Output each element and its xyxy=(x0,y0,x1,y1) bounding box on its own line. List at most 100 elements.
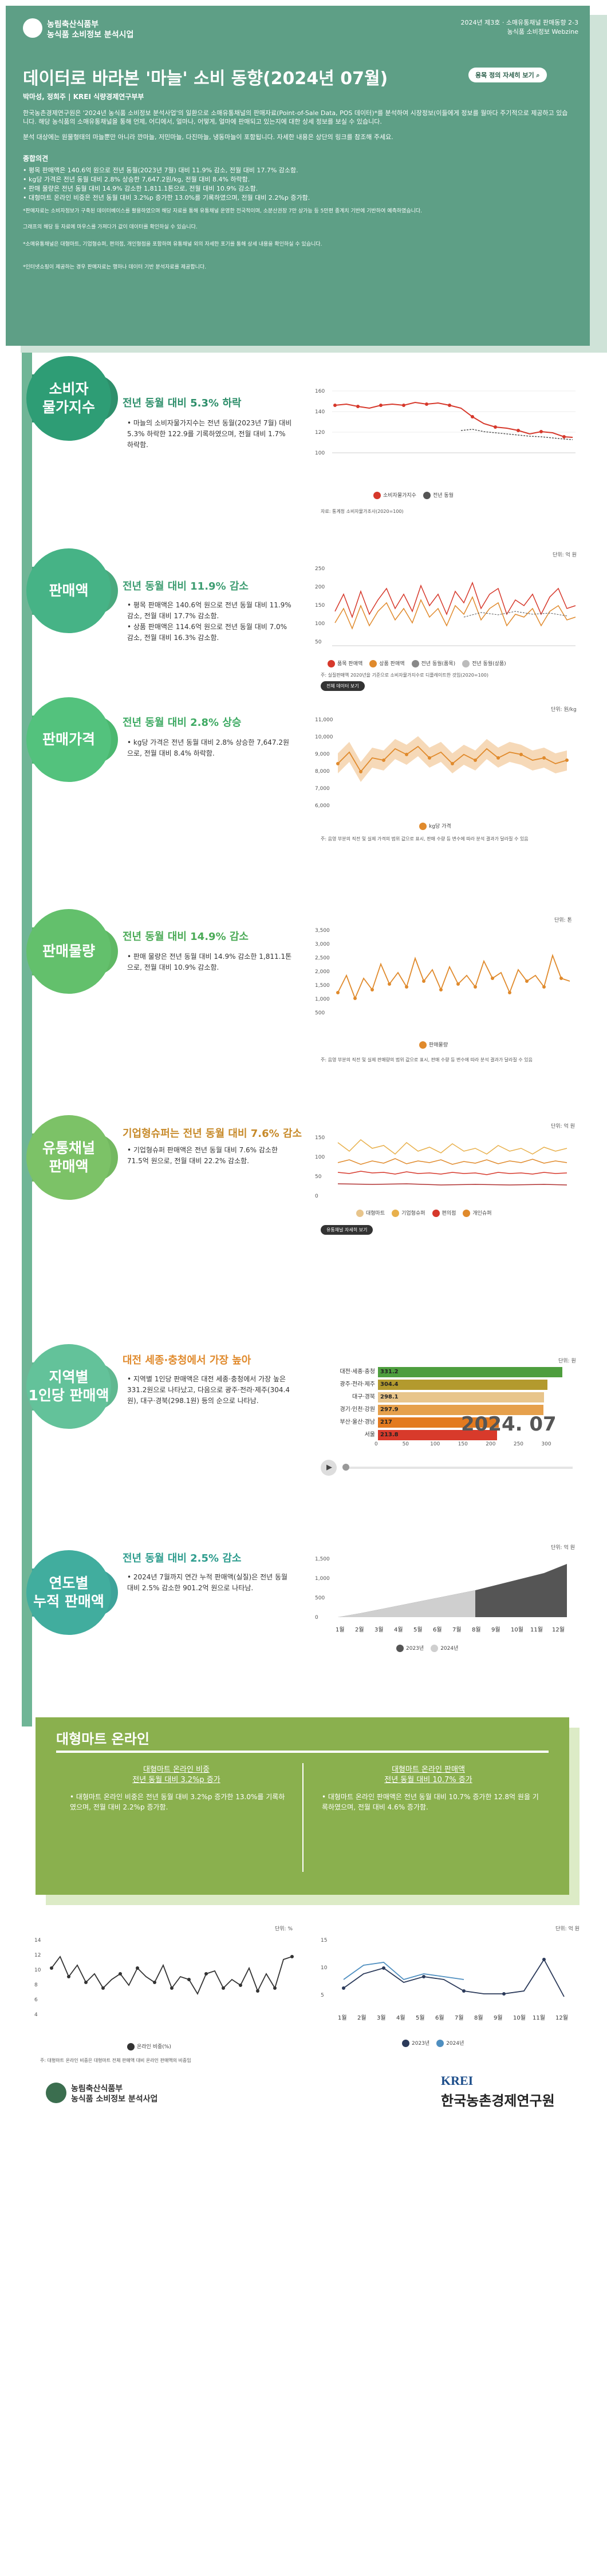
section-body: • 판매 물량은 전년 동월 대비 14.9% 감소한 1,811.1톤으로, … xyxy=(127,953,292,971)
x-tick-label: 10월 xyxy=(513,2014,526,2021)
y-tick-label: 3,000 xyxy=(315,942,330,947)
chart-unit: 단위: % xyxy=(275,1926,293,1932)
online-left-head: 대형마트 온라인 비중 xyxy=(143,1765,210,1774)
legend-label: 개인슈퍼 xyxy=(472,1211,492,1216)
section-name: 유통채널 xyxy=(42,1140,95,1156)
y-tick-label: 10 xyxy=(34,1967,41,1973)
legend-label: 판매물량 xyxy=(429,1042,448,1048)
x-tick-label: 5월 xyxy=(413,1626,423,1633)
chart-unit: 단위: 억 원 xyxy=(553,552,577,558)
section-badge-cumulative: 연도별 누적 판매액 xyxy=(26,1550,111,1635)
section-body: • kg당 가격은 전년 동월 대비 2.8% 상승한 7,647.2원으로, … xyxy=(127,738,290,757)
legend-swatch xyxy=(463,1210,471,1217)
channel-detail-button[interactable]: 유통채널 자세히 보기 xyxy=(321,1225,373,1235)
x-tick-label: 7월 xyxy=(455,2014,464,2021)
section-headline: 전년 동월 대비 2.8% 상승 xyxy=(123,717,242,729)
legend-label: 전년 동월 xyxy=(432,493,454,499)
region-bar xyxy=(378,1417,499,1428)
legend-swatch xyxy=(356,1210,364,1217)
y-tick-label: 3,500 xyxy=(315,928,330,934)
section-name: 물가지수 xyxy=(42,399,95,416)
online-left-head-2: 전년 동월 대비 3.2%p 증가 xyxy=(132,1776,220,1784)
section-name: 판매액 xyxy=(49,1158,89,1175)
section-body: • 기업형슈퍼 판매액은 전년 동월 대비 7.6% 감소한 71.5억 원으로… xyxy=(127,1146,278,1165)
y-tick-label: 100 xyxy=(315,621,325,627)
page-title: 데이터로 바라본 '마늘' 소비 동향(2024년 07월) xyxy=(23,69,388,89)
y-tick-label: 6,000 xyxy=(315,803,330,809)
region-bar-chart: 대전·세종·충청 331.2 광주·전라·제주 304.4 대구·경북 298.1 경기·인… xyxy=(315,1365,578,1456)
header-note: *판매자료는 소비자정보가 구축된 데이터베이스를 활용하였으며 해당 자료를 … xyxy=(23,208,423,214)
play-icon: ▶ xyxy=(326,1463,332,1472)
summary-item: • kg당 가격은 전년 동월 대비 2.8% 상승한 7,647.2원/kg,… xyxy=(23,176,250,183)
chart-unit: 단위: 억 원 xyxy=(551,1545,575,1551)
x-tick-label: 6월 xyxy=(433,1626,442,1633)
chart-note: 주: 음영 부분의 직전 및 실제 가격의 범위 값으로 표시, 판매 수량 등… xyxy=(321,836,529,841)
chart-unit: 단위: 톤 xyxy=(554,918,572,923)
online-title: 대형마트 온라인 xyxy=(56,1731,149,1747)
summary-item: • 판매 물량은 전년 동월 대비 14.9% 감소한 1,811.1톤으로, … xyxy=(23,185,258,192)
cumulative-chart: 1,500 1,000 500 0 1월 2월 3월 4월 5월 6월 7월 8월 9월 10월 11월 1… xyxy=(315,1556,567,1633)
section-headline: 기업형슈퍼는 전년 동월 대비 7.6% 감소 xyxy=(123,1128,302,1140)
y-tick-label: 10,000 xyxy=(315,734,333,740)
x-tick-label: 50 xyxy=(402,1441,409,1447)
timeline-slider[interactable] xyxy=(344,1467,573,1469)
y-tick-label: 14 xyxy=(34,1938,41,1943)
y-tick-label: 100 xyxy=(315,1155,325,1160)
y-tick-label: 10 xyxy=(321,1965,328,1971)
y-tick-label: 1,000 xyxy=(315,1576,330,1582)
hypermarket-line xyxy=(337,1139,567,1155)
individual-super-line xyxy=(337,1158,567,1165)
legend-swatch xyxy=(411,660,419,667)
y-tick-label: 140 xyxy=(315,409,325,415)
left-rail xyxy=(22,353,32,1726)
section-name: 소비자 xyxy=(49,381,89,397)
chart-note: 주: 대형마트 온라인 비중은 대형마트 전체 판매액 대비 온라인 판매액의 … xyxy=(40,2058,191,2063)
chart-legend: 2023년 2024년 xyxy=(395,2039,464,2047)
legend-label: 편의점 xyxy=(442,1211,456,1216)
online-panel: 대형마트 온라인 대형마트 온라인 비중 전년 동월 대비 3.2%p 증가 •… xyxy=(36,1717,569,1895)
ministry-logo-icon xyxy=(23,18,42,38)
section-body: • 마늘의 소비자물가지수는 전년 동월(2023년 7월) 대비 5.3% 하… xyxy=(127,419,292,449)
x-tick-label: 2월 xyxy=(355,1626,364,1633)
x-tick-label: 0 xyxy=(375,1441,378,1447)
region-value: 217 xyxy=(380,1419,392,1425)
region-label: 대구·경북 xyxy=(352,1394,375,1400)
chart-unit: 단위: 억 원 xyxy=(551,1124,575,1129)
region-bar xyxy=(378,1392,544,1402)
section-name: 1인당 판매액 xyxy=(28,1387,109,1404)
x-tick-label: 9월 xyxy=(494,2014,503,2021)
x-tick-label: 11월 xyxy=(530,1626,543,1633)
online-divider xyxy=(56,1751,549,1753)
online-2023-line xyxy=(343,1958,565,1997)
y-tick-label: 5 xyxy=(321,1993,324,1998)
play-button[interactable]: ▶ xyxy=(321,1460,337,1476)
x-tick-label: 200 xyxy=(486,1441,496,1447)
x-tick-label: 5월 xyxy=(416,2014,425,2021)
timeline-handle[interactable] xyxy=(342,1464,349,1471)
cpi-prev-year-line xyxy=(460,429,573,440)
x-tick-label: 2월 xyxy=(357,2014,366,2021)
legend-swatch xyxy=(432,1210,440,1217)
chart-note: 자료: 통계청 소비자물가조사(2020=100) xyxy=(321,509,404,514)
y-tick-label: 250 xyxy=(315,566,325,572)
item-sales-line xyxy=(334,581,576,619)
volume-chart: 3,500 3,000 2,500 2,000 1,500 1,000 500 xyxy=(315,928,570,1016)
detail-button[interactable]: 용목 정의 자세히 보기 ⌕ xyxy=(468,68,547,82)
legend-label: 기업형슈퍼 xyxy=(401,1211,425,1216)
region-label: 대전·세종·충청 xyxy=(340,1369,375,1375)
legend-swatch xyxy=(419,823,427,830)
online-left-body: • 대형마트 온라인 비중은 전년 동월 대비 3.2%p 증가한 13.0%를… xyxy=(70,1793,285,1811)
section-headline: 전년 동월 대비 2.5% 감소 xyxy=(123,1552,242,1564)
x-tick-label: 7월 xyxy=(452,1626,462,1633)
x-tick-label: 1월 xyxy=(336,1626,345,1633)
legend-swatch xyxy=(369,660,377,667)
org-name: 농림축산식품부 xyxy=(47,20,99,29)
summary-item: • 대형마트 온라인 비중은 전년 동월 대비 3.2%p 증가한 13.0%를… xyxy=(23,194,310,202)
chart-legend: 2023년 2024년 xyxy=(389,1644,458,1652)
channel-chart: 150 100 50 0 xyxy=(315,1135,567,1199)
online-right-head-2: 전년 동월 대비 10.7% 증가 xyxy=(384,1776,472,1784)
x-tick-label: 6월 xyxy=(435,2014,444,2021)
legend-label: 2023년 xyxy=(412,2041,430,2046)
region-label: 광주·전라·제주 xyxy=(340,1381,375,1388)
view-all-data-button[interactable]: 전체 데이터 보기 xyxy=(321,681,365,691)
